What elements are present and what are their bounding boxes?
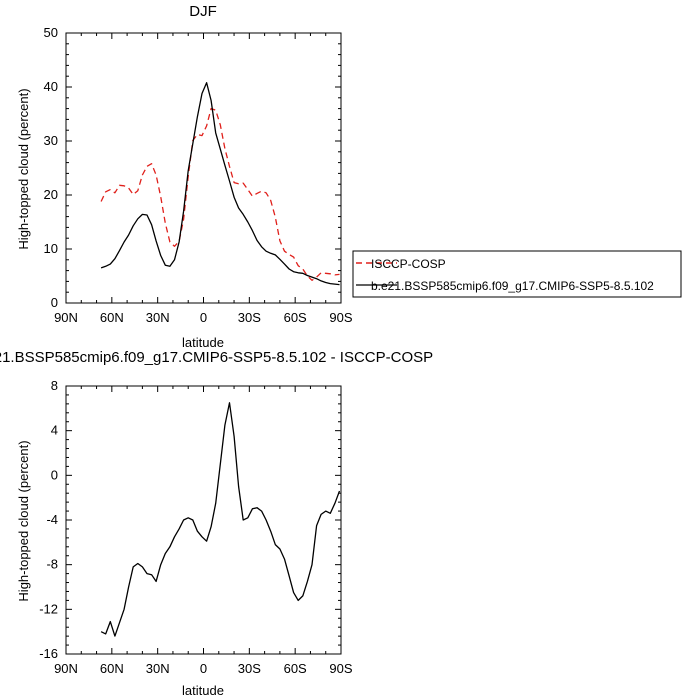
bottom-x-tick-label: 30N [146,661,170,676]
bottom-chart-ylabel: High-topped cloud (percent) [16,440,31,601]
bottom-x-tick-label: 30S [238,661,261,676]
legend-box [352,250,682,298]
top-chart: DJF latitude High-topped cloud (percent)… [16,3,353,350]
bottom-y-tick-label: 8 [51,378,58,393]
top-chart-axes: 90N 60N 30N 0 30S 60S 90S 0 10 20 30 40 50 [44,25,353,325]
top-y-tick-label: 0 [51,295,58,310]
bottom-series-line-1 [100,402,341,637]
bottom-plot-frame [65,385,342,655]
bottom-chart-title: b.e21.BSSP585cmip6.f09_g17.CMIP6-SSP5-8.… [0,349,433,366]
top-x-tick-label: 60S [284,310,307,325]
top-x-tick-label: 0 [200,310,207,325]
top-chart-ylabel: High-topped cloud (percent) [16,88,31,249]
top-y-tick-label: 30 [44,133,58,148]
top-chart-title: DJF [189,3,217,20]
legend: ISCCP-COSP b.e21.BSSP585cmip6.f09_g17.CM… [352,250,682,298]
top-chart-xlabel: latitude [182,335,224,350]
top-x-tick-label: 90S [329,310,352,325]
bottom-chart: b.e21.BSSP585cmip6.f09_g17.CMIP6-SSP5-8.… [0,349,433,698]
top-x-tick-label: 60N [100,310,124,325]
bottom-y-tick-label: -8 [46,557,58,572]
bottom-x-tick-label: 90S [329,661,352,676]
legend-label-isccp: ISCCP-COSP [371,257,446,271]
top-y-tick-label: 20 [44,187,58,202]
bottom-x-tick-label: 90N [54,661,78,676]
bottom-y-tick-label: -4 [46,512,58,527]
bottom-chart-axes: 90N 60N 30N 0 30S 60S 90S -16 -12 -8 -4 0 4 8 [39,378,353,676]
top-y-tick-label: 10 [44,241,58,256]
legend-label-model: b.e21.BSSP585cmip6.f09_g17.CMIP6-SSP5-8.… [371,279,654,293]
top-plot-frame [65,32,342,304]
top-x-tick-label: 90N [54,310,78,325]
top-y-tick-label: 40 [44,79,58,94]
top-chart-series [100,82,340,286]
bottom-y-tick-label: -16 [39,646,58,661]
top-x-tick-label: 30S [238,310,261,325]
bottom-chart-xlabel: latitude [182,683,224,698]
bottom-y-tick-label: 0 [51,467,58,482]
bottom-y-tick-label: -12 [39,601,58,616]
top-series-line-1 [100,107,340,281]
top-series-line-2 [100,82,340,286]
bottom-y-tick-label: 4 [51,423,58,438]
top-x-tick-label: 30N [146,310,170,325]
bottom-x-tick-label: 60S [284,661,307,676]
bottom-x-tick-label: 60N [100,661,124,676]
bottom-x-tick-label: 0 [200,661,207,676]
bottom-chart-series [100,402,341,637]
top-y-tick-label: 50 [44,25,58,40]
